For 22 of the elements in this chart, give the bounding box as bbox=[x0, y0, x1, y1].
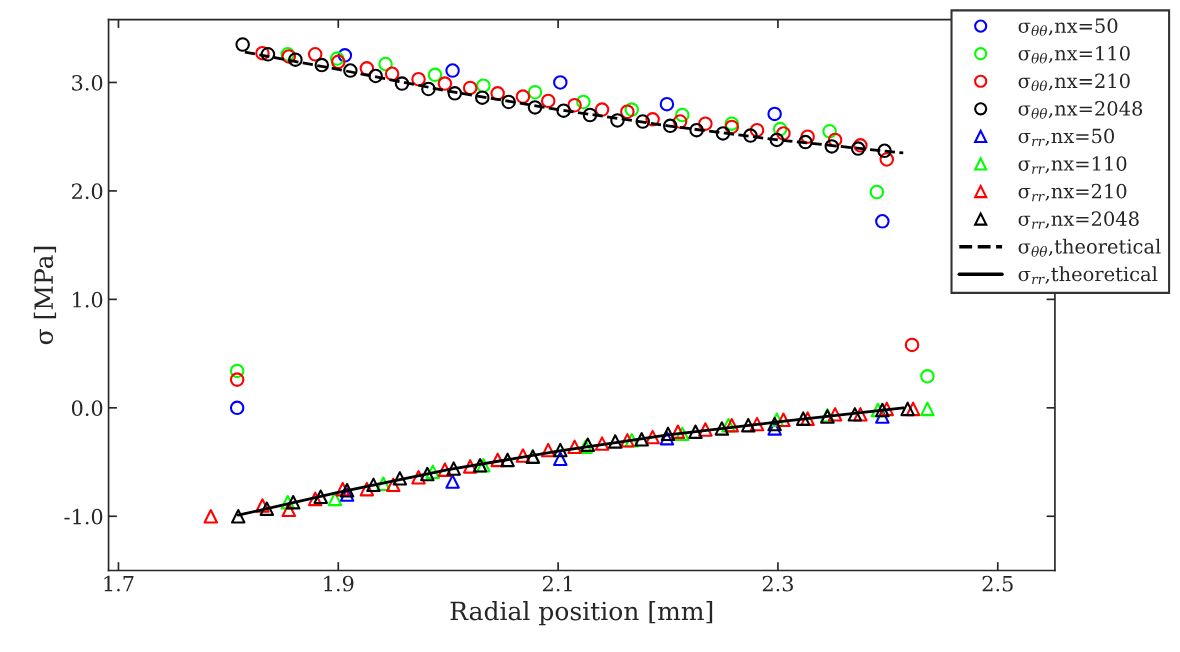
legend-label: σ$_{rr}$,nx=210 bbox=[1018, 183, 1127, 202]
y-tick-label: 2.0 bbox=[71, 183, 103, 200]
legend-label: σ$_{rr}$,nx=110 bbox=[1018, 156, 1127, 174]
x-axis-title: Radial position [mm] bbox=[450, 601, 713, 626]
legend-label: σ$_{θθ}$,nx=210 bbox=[1018, 73, 1130, 92]
legend-label: σ$_{rr}$,theoretical bbox=[1018, 266, 1158, 285]
y-tick-label: -1.0 bbox=[64, 508, 103, 525]
x-tick-label: 1.9 bbox=[324, 575, 354, 592]
x-tick-label: 2.1 bbox=[542, 575, 572, 592]
legend-label: σ$_{rr}$,nx=50 bbox=[1018, 128, 1115, 147]
legend-label: σ$_{rr}$,nx=2048 bbox=[1018, 211, 1139, 229]
x-tick-label: 1.7 bbox=[104, 575, 134, 592]
x-tick-label: 2.3 bbox=[762, 575, 793, 592]
legend-label: σ$_{θθ}$,nx=110 bbox=[1018, 45, 1130, 64]
y-tick-label: 0.0 bbox=[71, 400, 103, 417]
y-axis-title: σ [MPa] bbox=[33, 246, 57, 345]
legend-label: σ$_{θθ}$,theoretical bbox=[1018, 238, 1161, 257]
legend-label: σ$_{θθ}$,nx=50 bbox=[1018, 18, 1118, 36]
x-tick-label: 2.5 bbox=[982, 575, 1013, 592]
y-tick-label: 3.0 bbox=[72, 74, 103, 91]
y-tick-label: 1.0 bbox=[73, 291, 103, 308]
legend-label: σ$_{θθ}$,nx=2048 bbox=[1018, 101, 1143, 119]
